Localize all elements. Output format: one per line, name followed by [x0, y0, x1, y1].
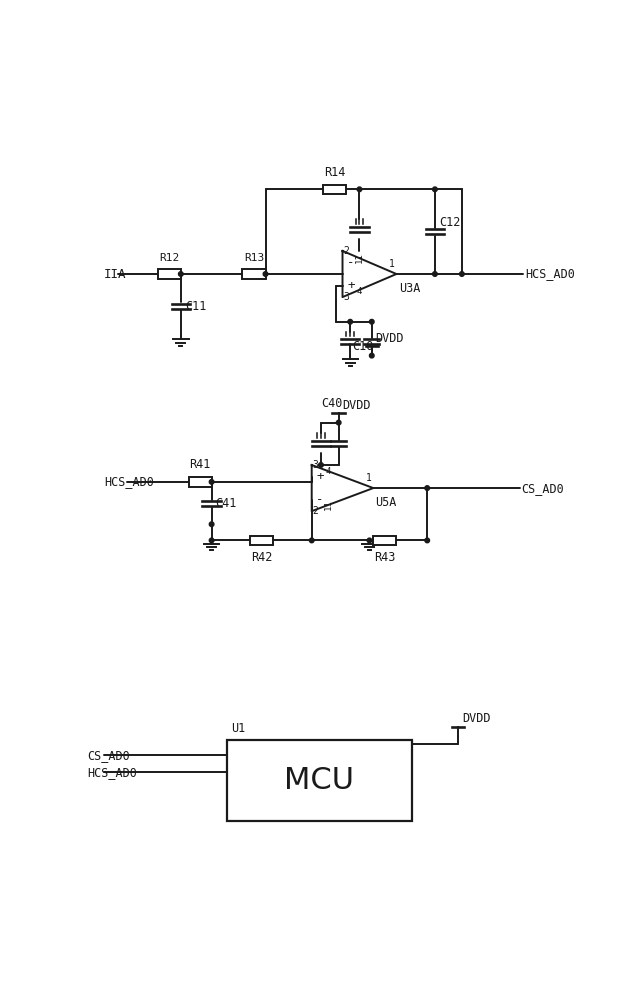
Text: 3: 3	[313, 460, 318, 470]
Bar	[227, 740, 412, 821]
Text: DVDD: DVDD	[375, 332, 404, 345]
Circle shape	[425, 538, 430, 543]
Text: R42: R42	[251, 551, 272, 564]
Text: +: +	[316, 470, 324, 483]
Text: CS_AD0: CS_AD0	[87, 749, 130, 762]
Text: 1: 1	[389, 259, 395, 269]
Text: 2: 2	[313, 506, 318, 516]
Text: R12: R12	[159, 253, 179, 263]
Text: IIA: IIA	[104, 267, 127, 280]
Text: C10: C10	[353, 340, 374, 353]
FancyBboxPatch shape	[373, 536, 396, 545]
Circle shape	[357, 187, 361, 192]
Circle shape	[370, 353, 374, 358]
Text: 1: 1	[366, 473, 372, 483]
Text: 11: 11	[355, 252, 364, 263]
Circle shape	[318, 463, 323, 467]
Text: R43: R43	[374, 551, 396, 564]
Text: U1: U1	[231, 722, 245, 735]
FancyBboxPatch shape	[242, 269, 265, 279]
Text: R41: R41	[189, 458, 211, 471]
Text: 3: 3	[343, 292, 349, 302]
Text: HCS_AD0: HCS_AD0	[104, 475, 154, 488]
Text: HCS_AD0: HCS_AD0	[525, 267, 575, 280]
Text: C40: C40	[321, 397, 342, 410]
Circle shape	[370, 319, 374, 324]
Text: DVDD: DVDD	[462, 712, 491, 725]
Circle shape	[210, 538, 214, 543]
Text: U5A: U5A	[375, 496, 397, 509]
Circle shape	[263, 272, 268, 276]
Text: R14: R14	[324, 166, 346, 179]
Text: U3A: U3A	[399, 282, 420, 295]
Text: 4: 4	[357, 287, 362, 296]
Circle shape	[425, 486, 430, 490]
Text: MCU: MCU	[284, 766, 354, 795]
Text: -: -	[347, 256, 354, 269]
FancyBboxPatch shape	[250, 536, 273, 545]
Circle shape	[348, 319, 353, 324]
Circle shape	[310, 538, 314, 543]
Circle shape	[367, 538, 372, 543]
FancyBboxPatch shape	[158, 269, 181, 279]
Text: DVDD: DVDD	[342, 399, 371, 412]
Circle shape	[432, 187, 437, 192]
Text: C12: C12	[439, 216, 460, 229]
Text: CS_AD0: CS_AD0	[521, 482, 564, 495]
Text: 11: 11	[324, 499, 333, 510]
Text: C41: C41	[215, 497, 237, 510]
Circle shape	[336, 420, 341, 425]
Circle shape	[210, 480, 214, 484]
Text: 2: 2	[343, 246, 349, 256]
FancyBboxPatch shape	[189, 477, 211, 487]
Text: C11: C11	[185, 300, 207, 313]
Circle shape	[460, 272, 464, 276]
Circle shape	[179, 272, 183, 276]
Text: HCS_AD0: HCS_AD0	[87, 766, 137, 779]
Text: R13: R13	[244, 253, 264, 263]
Circle shape	[210, 522, 214, 527]
FancyBboxPatch shape	[323, 185, 346, 194]
Circle shape	[432, 272, 437, 276]
Text: -: -	[316, 493, 324, 506]
Text: 4: 4	[326, 466, 331, 476]
Text: +: +	[347, 279, 354, 292]
